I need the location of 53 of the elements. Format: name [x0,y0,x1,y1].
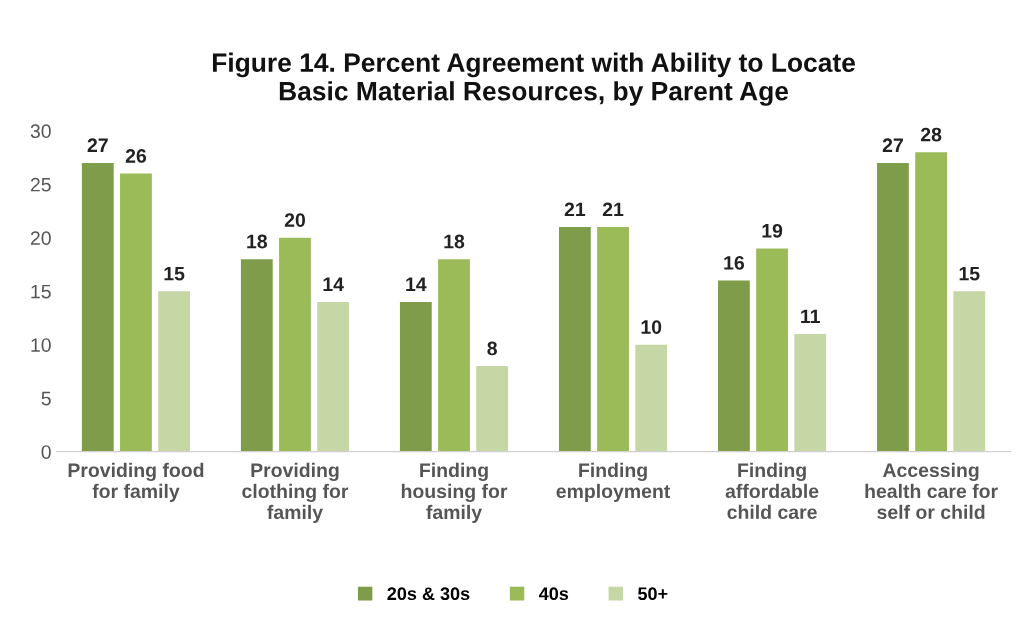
data-label: 27 [87,138,108,152]
bar [158,291,191,452]
y-tick-label: 5 [41,391,51,406]
legend-label: 20s & 30s [387,587,470,601]
bar [399,301,432,452]
data-label: 21 [564,202,586,217]
x-tick-label: Accessing health care for self or child [865,462,998,520]
data-label: 18 [444,234,465,249]
bar [915,152,947,452]
bar [794,334,827,452]
data-label: 21 [602,202,624,217]
data-label: 28 [920,127,942,142]
data-label: 26 [125,149,147,163]
bar [756,248,788,452]
data-label: 19 [762,223,783,238]
chart-title: Figure 14. Percent Agreement with Ability to Locate Basic Material Resources, by Parent Age [212,52,855,106]
data-label: 8 [487,341,497,356]
bar [476,366,509,452]
bar [81,162,114,452]
y-tick-label: 25 [30,177,51,192]
bar [317,301,350,452]
bar [120,173,152,452]
legend-label: 40s [539,587,569,601]
x-tick-label: Finding employment [556,462,671,502]
bar [438,259,470,452]
y-tick-label: 0 [41,445,51,459]
bar [635,344,668,452]
data-label: 27 [882,138,903,152]
x-tick-label: Providing food for family [68,462,204,502]
y-tick-label: 30 [30,124,51,139]
bar [717,280,750,452]
data-label: 11 [801,309,820,324]
x-tick-label: Finding housing for family [401,462,508,523]
bar [558,227,591,452]
x-tick-label: Providing clothing for family [242,462,349,523]
data-label: 10 [641,320,662,334]
data-label: 15 [164,266,185,281]
data-label: 20 [284,213,305,227]
legend-label: 50+ [638,587,668,601]
bar [279,237,311,452]
y-tick-label: 15 [31,284,51,299]
bar [240,259,273,452]
bar [953,291,986,452]
bar [597,227,629,452]
y-tick-label: 10 [31,338,51,352]
data-label: 14 [323,277,344,291]
x-tick-label: Finding affordable child care [725,462,819,520]
data-label: 18 [247,234,268,249]
data-label: 14 [406,277,427,291]
data-label: 16 [724,256,745,270]
data-label: 15 [959,266,980,281]
bar [877,162,909,452]
y-tick-label: 20 [30,231,51,246]
